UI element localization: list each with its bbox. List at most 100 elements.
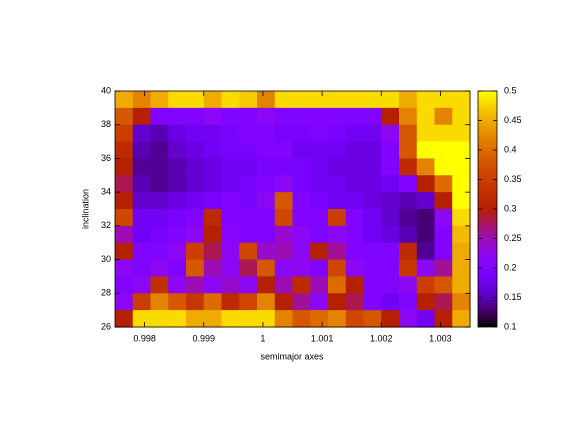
heatmap-cell (186, 242, 205, 261)
heatmap-cell (434, 158, 453, 176)
heatmap-cell (434, 242, 453, 261)
x-tick-label: 0.999 (192, 333, 215, 343)
heatmap-cell (274, 192, 294, 210)
heatmap-cell (186, 293, 205, 311)
heatmap-cell (257, 276, 276, 294)
heatmap-cell (186, 158, 205, 176)
heatmap-cell (168, 293, 187, 311)
heatmap-cell (150, 91, 169, 109)
heatmap-cell (257, 192, 276, 210)
heatmap-cell (292, 141, 311, 160)
heatmap-cell (132, 192, 152, 210)
heatmap-cell (399, 91, 418, 109)
heatmap-cell (292, 158, 311, 176)
heatmap-cell (381, 209, 400, 227)
heatmap-cell (310, 293, 329, 311)
heatmap-cell (150, 141, 169, 160)
heatmap-cell (434, 91, 453, 109)
heatmap-cell (274, 107, 294, 126)
heatmap-cell (186, 124, 205, 143)
heatmap-cell (399, 158, 418, 176)
heatmap-cell (292, 175, 311, 193)
heatmap-cell (186, 107, 205, 126)
heatmap-cell (452, 175, 471, 193)
heatmap-cell (239, 276, 258, 294)
heatmap-cell (257, 209, 276, 227)
heatmap-cell (203, 242, 223, 261)
heatmap-cell (345, 124, 365, 143)
heatmap-cell (186, 259, 205, 278)
heatmap-cell (257, 107, 276, 126)
heatmap-cell (186, 192, 205, 210)
heatmap-cell (416, 192, 436, 210)
heatmap-cell (221, 242, 240, 261)
heatmap-cell (363, 107, 382, 126)
x-tick-label: 1.003 (429, 333, 452, 343)
heatmap-cell (416, 158, 436, 176)
heatmap-cell (150, 276, 169, 294)
heatmap-cell (221, 259, 240, 278)
heatmap-cell (363, 91, 382, 109)
heatmap-cell (345, 225, 365, 244)
y-tick-label: 28 (101, 288, 111, 298)
heatmap-cell (150, 158, 169, 176)
heatmap-cell (434, 225, 453, 244)
heatmap-cell (416, 91, 436, 109)
heatmap-cell (310, 107, 329, 126)
heatmap-cell (310, 259, 329, 278)
heatmap-cell (345, 91, 365, 109)
heatmap-cell (257, 124, 276, 143)
heatmap-cell (292, 124, 311, 143)
heatmap-cell (381, 293, 400, 311)
heatmap-cell (150, 192, 169, 210)
heatmap-cell (328, 276, 347, 294)
heatmap-cell (345, 259, 365, 278)
y-tick-label: 34 (101, 187, 111, 197)
heatmap-cell (416, 209, 436, 227)
heatmap-cell (132, 209, 152, 227)
heatmap-cell (221, 225, 240, 244)
heatmap-cell (150, 242, 169, 261)
heatmap-cell (257, 310, 276, 328)
heatmap-cell (203, 276, 223, 294)
heatmap-cell (363, 158, 382, 176)
heatmap-cell (168, 225, 187, 244)
heatmap-cell (150, 225, 169, 244)
heatmap-cell (203, 107, 223, 126)
colorbar-tick-label: 0.2 (504, 262, 517, 272)
heatmap-cell (310, 141, 329, 160)
heatmap-cell (381, 259, 400, 278)
heatmap-cell (416, 310, 436, 328)
colorbar-tick-label: 0.45 (504, 115, 522, 125)
heatmap-cell (132, 293, 152, 311)
heatmap-cell (257, 259, 276, 278)
heatmap-cell (203, 192, 223, 210)
heatmap-cell (328, 158, 347, 176)
heatmap-cell (132, 124, 152, 143)
heatmap-cell (203, 310, 223, 328)
heatmap-cell (328, 225, 347, 244)
heatmap-cell (381, 175, 400, 193)
heatmap-cell (452, 276, 471, 294)
heatmap-cell (203, 91, 223, 109)
heatmap-cell (452, 192, 471, 210)
heatmap-cell (399, 276, 418, 294)
heatmap-cell (345, 209, 365, 227)
colorbar-tick-label: 0.3 (504, 203, 517, 213)
heatmap-cell (115, 259, 134, 278)
y-tick-label: 32 (101, 220, 111, 230)
heatmap-cell (452, 310, 471, 328)
heatmap-cell (434, 310, 453, 328)
heatmap-cell (399, 259, 418, 278)
y-axis-label: inclination (80, 189, 90, 229)
heatmap-cell (292, 192, 311, 210)
heatmap-cell (310, 158, 329, 176)
heatmap-cell (132, 158, 152, 176)
heatmap-cell (221, 293, 240, 311)
heatmap-cell (363, 209, 382, 227)
heatmap-cell (239, 158, 258, 176)
heatmap-cell (345, 141, 365, 160)
colorbar-tick-label: 0.25 (504, 233, 522, 243)
heatmap-cell (239, 192, 258, 210)
heatmap-cell (221, 209, 240, 227)
